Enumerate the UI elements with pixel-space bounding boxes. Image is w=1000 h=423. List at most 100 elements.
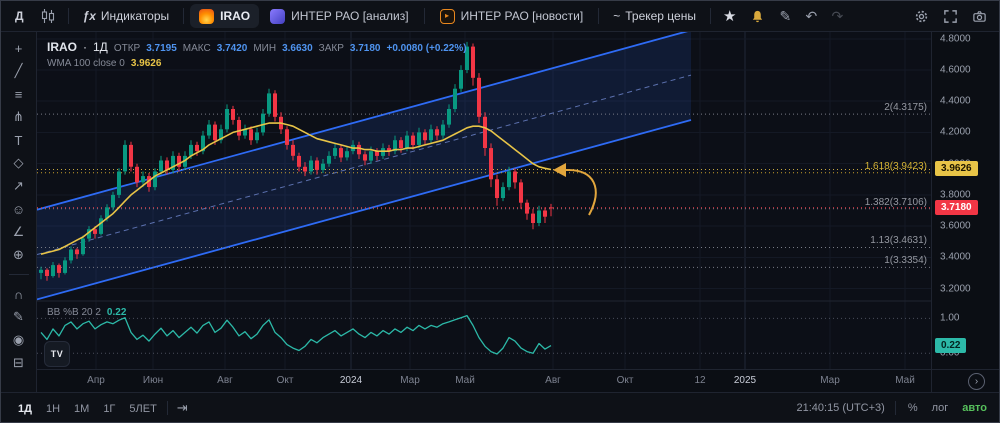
high-value: 3.7420 — [216, 43, 248, 54]
forecast-icon[interactable]: ↗ — [13, 178, 24, 193]
bottom-toolbar: 1Д 1Н 1М 1Г 5ЛЕТ ⇥ 21:40:15 (UTC+3) % лог ав… — [1, 392, 999, 422]
chart-type-button[interactable] — [34, 5, 62, 27]
draw-mode-icon[interactable]: ✎ — [13, 309, 24, 324]
news-badge-icon: ▸ — [439, 8, 455, 24]
percent-scale-button[interactable]: % — [907, 402, 918, 414]
arrow-annotation — [565, 168, 597, 216]
timeframe-5ЛЕТ[interactable]: 5ЛЕТ — [122, 401, 163, 417]
bb-title: BB %B 20 2 — [47, 307, 101, 318]
tab-inter-rao-news[interactable]: ▸ ИНТЕР РАО [новости] — [431, 4, 593, 28]
fullscreen-icon — [944, 9, 957, 23]
toolbar-separator — [709, 8, 711, 24]
time-axis[interactable]: Апр Июн Авг Окт 2024 Мар Май Авг Окт 12 2025 Мар Май — [37, 369, 931, 392]
fib-retracement-icon[interactable]: ≡ — [14, 86, 23, 102]
fib-level-label: 1.618(3.9423) — [864, 160, 927, 172]
price-axis-label: 4.2000 — [940, 126, 971, 138]
legend-separator: · — [83, 40, 87, 54]
toolbar-separator — [67, 8, 69, 24]
indicators-label: Индикаторы — [100, 9, 170, 23]
price-axis-label: 3.8000 — [940, 189, 971, 201]
symbol-legend[interactable]: IRAO · 1Д ОТКР 3.7195 МАКС 3.7420 МИН 3.… — [47, 40, 467, 54]
fx-icon: ƒx — [82, 9, 96, 23]
pitchfork-icon[interactable]: ⋔ — [13, 109, 24, 124]
timeframe-1Н[interactable]: 1Н — [39, 401, 67, 417]
wma-value: 3.9626 — [130, 58, 162, 69]
timeframe-1Г[interactable]: 1Г — [96, 401, 122, 417]
auto-scale-button[interactable]: авто — [962, 402, 987, 414]
wma-legend[interactable]: WMA 100 close 0 3.9626 — [47, 58, 161, 69]
bb-level-label: 0.00 — [940, 347, 960, 359]
pattern-icon[interactable]: ◇ — [13, 155, 24, 170]
top-toolbar: Д ƒx Индикаторы IRAO ИНТЕР РАО [анализ] … — [1, 1, 999, 32]
legend-interval: 1Д — [93, 40, 108, 54]
trendline-icon[interactable]: ╱ — [14, 63, 23, 78]
fib-level-label: 1(3.3354) — [884, 255, 927, 267]
timeframe-1М[interactable]: 1М — [67, 401, 96, 417]
interval-button[interactable]: Д — [7, 5, 32, 27]
favorites-star-button[interactable]: ★ — [717, 5, 742, 27]
close-label: ЗАКР — [318, 43, 344, 54]
clock[interactable]: 21:40:15 (UTC+3) — [796, 402, 885, 414]
undo-button[interactable]: ↶ — [799, 5, 823, 27]
tab-news-label: ИНТЕР РАО [новости] — [460, 9, 584, 23]
price-axis[interactable]: 3.9626 3.7180 0.22 4.8000 4.6000 4.4000 4.2… — [931, 31, 999, 369]
time-axis-label: Июн — [142, 375, 164, 386]
indicators-button[interactable]: ƒx Индикаторы — [75, 5, 178, 27]
analysis-badge-icon — [270, 8, 286, 24]
bb-value: 0.22 — [106, 307, 127, 318]
wma-price-badge: 3.9626 — [935, 161, 978, 177]
go-to-realtime-icon[interactable]: › — [968, 372, 985, 390]
log-scale-button[interactable]: лог — [931, 402, 949, 414]
chart-canvas[interactable] — [37, 31, 931, 369]
star-icon: ★ — [722, 8, 737, 25]
hide-drawings-icon[interactable]: ◉ — [12, 332, 25, 347]
open-label: ОТКР — [113, 43, 141, 54]
snapshot-button[interactable] — [966, 5, 993, 27]
bb-value-badge: 0.22 — [935, 337, 967, 353]
tab-irao-label: IRAO — [220, 9, 251, 23]
remove-drawings-icon[interactable]: ⊟ — [13, 355, 24, 370]
price-axis-label: 4.4000 — [940, 95, 971, 107]
measure-icon[interactable]: ∠ — [12, 224, 25, 239]
magnet-icon[interactable]: ∩ — [13, 286, 24, 302]
crosshair-icon[interactable]: + — [14, 40, 23, 56]
go-to-date-button[interactable]: ⇥ — [171, 400, 194, 416]
time-axis-label: Авг — [217, 375, 233, 386]
time-axis-label: Мар — [820, 375, 840, 386]
legend-symbol: IRAO — [47, 40, 77, 54]
bb-level-label: 1.00 — [940, 312, 960, 324]
flame-icon — [199, 8, 215, 24]
bb-indicator-legend[interactable]: BB %B 20 2 0.22 — [47, 307, 126, 318]
time-axis-label: Окт — [276, 375, 294, 386]
timeframe-1Д[interactable]: 1Д — [11, 401, 39, 417]
toolbar-separator — [598, 8, 600, 24]
alert-bell-button[interactable] — [744, 5, 771, 27]
emoji-icon[interactable]: ☺ — [11, 201, 26, 217]
fib-level-label: 1.13(3.4631) — [870, 235, 927, 247]
toolbar-separator — [166, 401, 168, 415]
time-axis-label: 2024 — [339, 375, 363, 386]
fullscreen-button[interactable] — [937, 5, 964, 27]
tradingview-logo[interactable]: TV — [44, 341, 70, 367]
zoom-in-icon[interactable]: ⊕ — [13, 247, 24, 262]
low-label: МИН — [253, 43, 277, 54]
edit-button[interactable]: ✎ — [773, 5, 797, 27]
toolbar-separator — [8, 274, 29, 275]
time-axis-label: Мар — [400, 375, 420, 386]
status-group: 21:40:15 (UTC+3) % лог авто — [796, 401, 989, 415]
text-tool-icon[interactable]: T — [14, 132, 23, 148]
time-axis-label: Апр — [87, 375, 105, 386]
toolbar-separator — [183, 8, 185, 24]
drawing-toolbar: + ╱ ≡ ⋔ T ◇ ↗ ☺ ∠ ⊕ ∩ ✎ ◉ ⊟ — [1, 31, 37, 392]
tab-irao[interactable]: IRAO — [190, 4, 260, 28]
settings-button[interactable] — [908, 5, 935, 27]
price-tracker-button[interactable]: ~ Трекер цены — [605, 5, 704, 27]
time-axis-label: Май — [455, 375, 475, 386]
toolbar-separator — [423, 8, 425, 24]
redo-button[interactable]: ↷ — [825, 5, 849, 27]
time-axis-label: Авг — [545, 375, 561, 386]
fib-level-label: 1.382(3.7106) — [864, 196, 927, 208]
tab-inter-rao-analysis[interactable]: ИНТЕР РАО [анализ] — [261, 4, 417, 28]
candles-icon — [41, 9, 54, 23]
